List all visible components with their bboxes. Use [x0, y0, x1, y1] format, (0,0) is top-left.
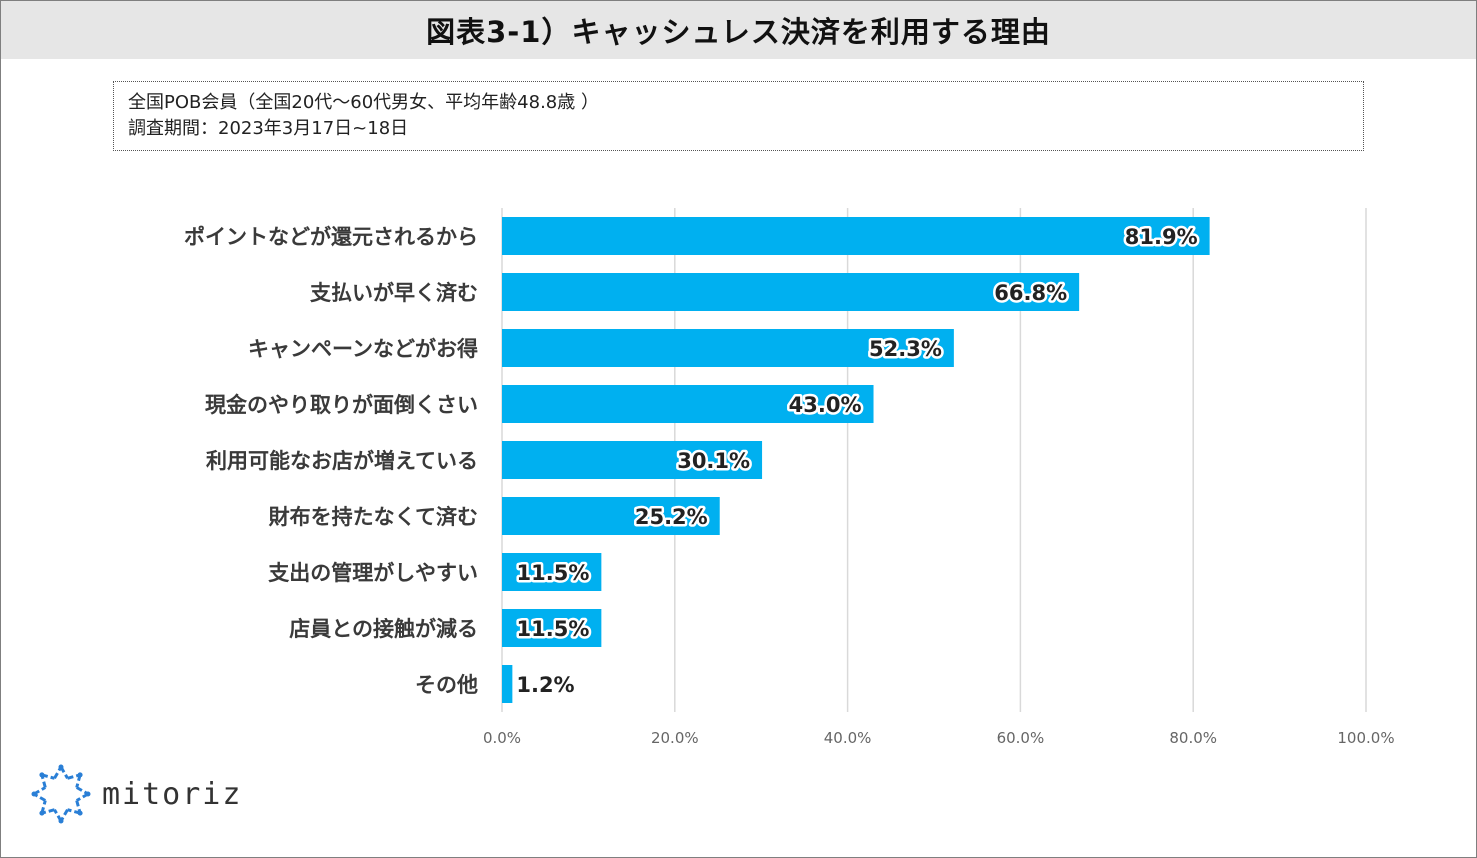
category-label: ポイントなどが還元されるから — [184, 225, 478, 249]
data-label: 52.3% — [869, 337, 942, 361]
logo-star-icon — [31, 764, 91, 824]
bar — [502, 497, 720, 535]
bar — [502, 273, 1080, 311]
x-tick-label: 100.0% — [1337, 729, 1394, 747]
data-label: 43.0% — [789, 393, 862, 417]
category-label: その他 — [415, 673, 478, 697]
data-label: 25.2% — [635, 505, 708, 529]
category-label: 利用可能なお店が増えている — [206, 449, 478, 473]
survey-note-line2: 調査期間：2023年3月17日~18日 — [128, 118, 409, 139]
logo-text: mitoriz — [102, 776, 243, 812]
bar — [502, 385, 874, 423]
category-label: 財布を持たなくて済む — [269, 505, 478, 529]
x-tick-label: 40.0% — [824, 729, 872, 747]
bar — [502, 441, 763, 479]
x-tick-label: 60.0% — [997, 729, 1045, 747]
x-tick-label: 0.0% — [483, 729, 521, 747]
bar — [502, 217, 1210, 255]
bar — [502, 553, 602, 591]
category-label: 店員との接触が減る — [289, 617, 478, 641]
x-tick-label: 80.0% — [1169, 729, 1217, 747]
data-label: 1.2% — [516, 673, 574, 697]
data-label: 30.1% — [677, 449, 750, 473]
survey-note: 全国POB会員（全国20代～60代男女、平均年齢48.8歳 ） 調査期間：202… — [113, 81, 1364, 151]
bar — [502, 609, 602, 647]
data-label: 81.9% — [1125, 225, 1198, 249]
data-label: 11.5% — [517, 561, 590, 585]
category-label: キャンペーンなどがお得 — [248, 337, 478, 361]
category-label: 現金のやり取りが面倒くさい — [205, 393, 478, 417]
data-label: 66.8% — [994, 281, 1067, 305]
survey-note-line1: 全国POB会員（全国20代～60代男女、平均年齢48.8歳 ） — [128, 92, 599, 113]
bar — [502, 665, 513, 703]
category-label: 支払いが早く済む — [310, 281, 478, 305]
bar — [502, 329, 954, 367]
chart-title: 図表3-1）キャッシュレス決済を利用する理由 — [426, 15, 1051, 49]
x-tick-label: 20.0% — [651, 729, 699, 747]
title-bar: 図表3-1）キャッシュレス決済を利用する理由 — [1, 1, 1476, 59]
mitoriz-logo: mitoriz — [30, 762, 260, 826]
category-label: 支出の管理がしやすい — [268, 561, 478, 585]
data-label: 11.5% — [517, 617, 590, 641]
